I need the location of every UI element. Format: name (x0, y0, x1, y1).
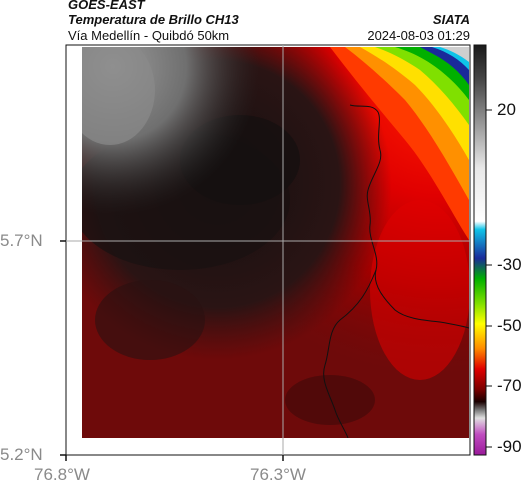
colorbar-tick-minus50: -50 (497, 316, 522, 335)
colorbar (473, 44, 487, 456)
boundary-line (349, 104, 469, 329)
lon-label-76.8: 76.8°W (34, 465, 90, 484)
colorbar-tick-minus30: -30 (497, 255, 522, 274)
temperature-field (82, 47, 469, 438)
colorbar-tick-minus90: -90 (497, 437, 522, 456)
river-line (323, 269, 377, 438)
lat-label-5.2: 5.2°N (0, 445, 43, 464)
satellite-name: GOES-EAST (68, 0, 145, 12)
colorbar-tick-20: 20 (497, 100, 516, 119)
datetime-label: 2024-08-03 01:29 (367, 28, 470, 43)
lat-label-5.7: 5.7°N (0, 231, 43, 250)
product-title: Temperatura de Brillo CH13 (68, 12, 239, 27)
region-label: Vía Medellín - Quibdó 50km (68, 28, 230, 43)
source-label: SIATA (432, 12, 470, 27)
colorbar-tick-minus70: -70 (497, 376, 522, 395)
lon-label-76.3: 76.3°W (250, 465, 306, 484)
